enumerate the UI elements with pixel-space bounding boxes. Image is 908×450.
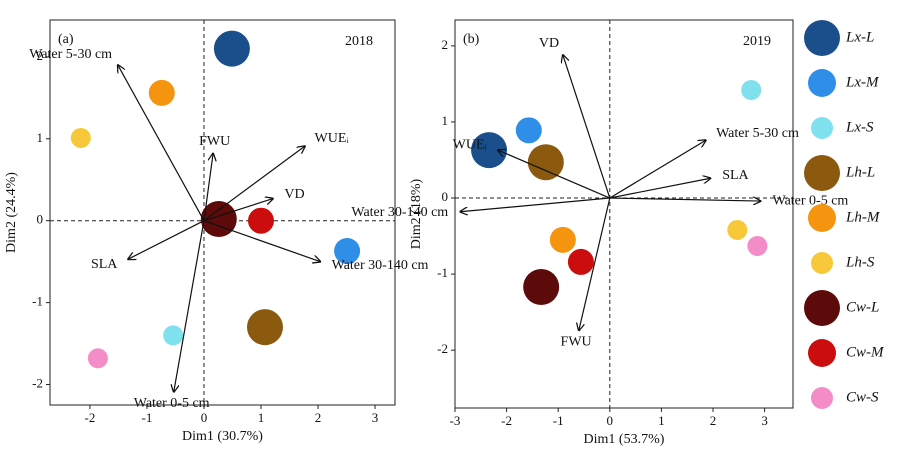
x-tick-label: 1 bbox=[658, 413, 665, 428]
variable-label: WUEᵢ bbox=[315, 131, 350, 146]
variable-label: Water 0-5 cm bbox=[772, 194, 848, 209]
loading-arrow bbox=[203, 220, 320, 262]
x-tick-label: -2 bbox=[84, 410, 95, 425]
x-tick-label: 3 bbox=[761, 413, 768, 428]
y-tick-label: 2 bbox=[442, 37, 449, 52]
group-centroid bbox=[523, 269, 560, 306]
variable-label: VD bbox=[284, 187, 304, 202]
variable-label: SLA bbox=[91, 257, 118, 272]
legend-swatch bbox=[811, 252, 833, 274]
group-centroid bbox=[747, 235, 768, 256]
x-tick-label: 1 bbox=[258, 410, 265, 425]
legend-swatch bbox=[811, 117, 833, 139]
loading-arrow bbox=[203, 146, 305, 222]
loading-arrow bbox=[579, 197, 611, 330]
y-axis-label: Dim2 (24.4%) bbox=[4, 172, 19, 253]
group-centroid bbox=[247, 207, 274, 234]
year-label: 2018 bbox=[345, 34, 373, 49]
x-tick-label: 2 bbox=[710, 413, 717, 428]
loading-arrow bbox=[563, 55, 611, 199]
variable-label: Water 5-30 cm bbox=[29, 47, 112, 62]
y-tick-label: 1 bbox=[442, 113, 449, 128]
loading-arrow bbox=[498, 150, 611, 199]
loading-arrow bbox=[460, 197, 610, 212]
x-tick-label: 3 bbox=[372, 410, 379, 425]
group-centroid bbox=[515, 117, 542, 144]
legend-swatch bbox=[804, 290, 840, 326]
x-tick-label: 0 bbox=[607, 413, 614, 428]
loading-arrow bbox=[609, 198, 761, 201]
legend-swatch bbox=[808, 204, 836, 232]
y-tick-label: 1 bbox=[37, 130, 44, 145]
variable-label: Water 30-140 cm bbox=[351, 205, 448, 220]
legend-label: Lx-L bbox=[845, 29, 874, 45]
group-centroid bbox=[527, 144, 564, 181]
year-label: 2019 bbox=[743, 34, 771, 49]
group-centroid bbox=[87, 348, 108, 369]
loading-arrow bbox=[203, 199, 273, 222]
group-centroid bbox=[163, 325, 184, 346]
group-centroid bbox=[148, 79, 175, 106]
y-tick-label: -1 bbox=[437, 265, 448, 280]
y-tick-label: 2 bbox=[37, 48, 44, 63]
loading-arrow bbox=[128, 220, 205, 260]
variable-label: FWU bbox=[561, 334, 592, 349]
legend-label: Cw-S bbox=[846, 389, 879, 405]
x-tick-label: -2 bbox=[501, 413, 512, 428]
x-axis-label: Dim1 (30.7%) bbox=[182, 429, 263, 444]
plot-frame bbox=[49, 19, 396, 406]
group-centroid bbox=[246, 309, 283, 346]
legend-swatch bbox=[808, 69, 836, 97]
legend-label: Lh-L bbox=[845, 164, 875, 180]
y-tick-label: -2 bbox=[437, 341, 448, 356]
legend-label: Lx-M bbox=[845, 74, 880, 90]
group-centroid bbox=[70, 127, 91, 148]
y-tick-label: -1 bbox=[32, 294, 43, 309]
group-centroid bbox=[200, 201, 237, 238]
loading-arrow bbox=[609, 178, 711, 199]
group-centroid bbox=[334, 238, 361, 264]
group-centroid bbox=[567, 248, 594, 275]
legend-swatch bbox=[804, 20, 840, 56]
legend-label: Lh-S bbox=[845, 254, 875, 270]
panel-label: (b) bbox=[463, 32, 480, 47]
loading-arrow bbox=[203, 154, 213, 221]
panel-label: (a) bbox=[58, 32, 74, 47]
group-centroid bbox=[471, 132, 508, 169]
y-tick-label: 0 bbox=[37, 212, 44, 227]
variable-label: Water 30-140 cm bbox=[332, 258, 429, 273]
legend-swatch bbox=[804, 155, 840, 191]
x-tick-label: -3 bbox=[450, 413, 461, 428]
variable-label: Water 5-30 cm bbox=[716, 126, 799, 141]
group-centroid bbox=[727, 219, 748, 240]
variable-label: FWU bbox=[199, 134, 230, 149]
legend-label: Cw-M bbox=[846, 344, 885, 360]
legend-swatch bbox=[811, 387, 833, 409]
x-tick-label: 0 bbox=[201, 410, 208, 425]
variable-label: VD bbox=[539, 36, 559, 51]
x-tick-label: 2 bbox=[315, 410, 322, 425]
group-centroid bbox=[213, 30, 250, 67]
y-tick-label: 0 bbox=[442, 189, 449, 204]
loading-arrow bbox=[609, 140, 706, 199]
legend-label: Lh-M bbox=[845, 209, 881, 225]
x-tick-label: -1 bbox=[553, 413, 564, 428]
variable-label: WUEᵢ bbox=[453, 138, 488, 153]
y-axis-label: Dim2 (18%) bbox=[409, 178, 424, 249]
y-tick-label: -2 bbox=[32, 376, 43, 391]
group-centroid bbox=[741, 79, 762, 100]
group-centroid bbox=[549, 226, 576, 253]
variable-label: SLA bbox=[722, 168, 749, 183]
plot-frame bbox=[454, 19, 794, 409]
variable-label: Water 0-5 cm bbox=[134, 396, 210, 411]
legend-label: Lx-S bbox=[845, 119, 874, 135]
x-tick-label: -1 bbox=[142, 410, 153, 425]
loading-arrow bbox=[174, 220, 205, 392]
x-axis-label: Dim1 (53.7%) bbox=[584, 432, 665, 447]
legend-label: Cw-L bbox=[846, 299, 879, 315]
loading-arrow bbox=[118, 65, 205, 221]
legend-swatch bbox=[808, 339, 836, 367]
